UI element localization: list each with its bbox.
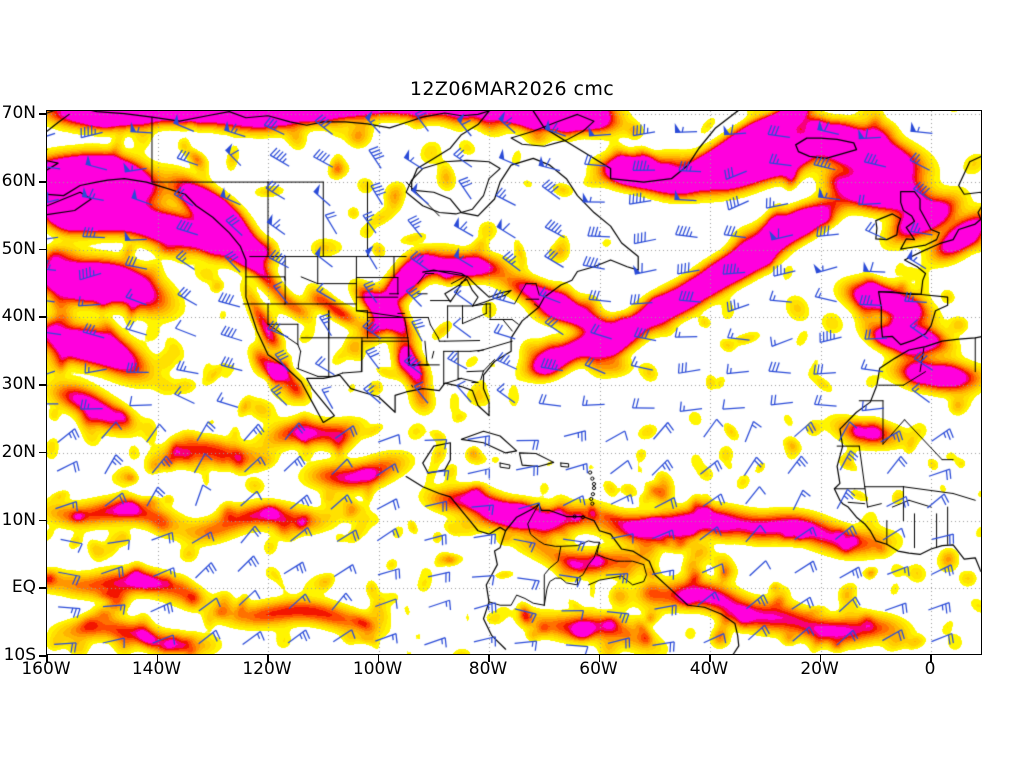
x-tick-label-160W: 160W — [21, 659, 71, 679]
y-tick-label-10S: 10S — [3, 645, 36, 665]
y-tick-label-70N: 70N — [1, 103, 36, 124]
y-tick-mark — [39, 519, 46, 522]
y-tick-label-40N: 40N — [1, 306, 36, 327]
x-tick-label-40W: 40W — [689, 659, 729, 679]
x-tick-mark — [930, 655, 932, 662]
x-tick-mark — [156, 655, 158, 662]
y-tick-mark — [39, 113, 46, 115]
x-tick-label-60W: 60W — [579, 659, 618, 679]
x-tick-mark — [488, 655, 490, 662]
y-tick-label-20N: 20N — [1, 441, 36, 462]
y-tick-mark — [39, 384, 46, 386]
x-tick-label-20W: 20W — [800, 659, 839, 679]
x-tick-mark — [267, 655, 269, 662]
y-tick-label-EQ: EQ — [11, 577, 36, 598]
y-tick-mark — [39, 181, 46, 183]
x-tick-label-80W: 80W — [468, 659, 508, 679]
vorticity-wind-map-canvas — [47, 111, 981, 654]
x-tick-mark — [819, 655, 822, 662]
y-tick-mark — [39, 316, 46, 318]
y-tick-label-10N: 10N — [1, 509, 36, 530]
x-tick-label-0: 0 — [924, 659, 936, 679]
x-tick-label-120W: 120W — [242, 659, 292, 679]
x-tick-label-100W: 100W — [352, 659, 403, 679]
title-line-model: 12Z06MAR2026 cmc — [409, 78, 615, 100]
y-tick-mark — [39, 587, 46, 589]
map-plot-area — [46, 110, 982, 655]
x-tick-mark — [709, 655, 711, 662]
y-tick-label-60N: 60N — [1, 171, 36, 192]
y-tick-label-30N: 30N — [1, 374, 36, 395]
x-tick-mark — [46, 655, 48, 662]
y-tick-mark — [39, 248, 46, 251]
y-tick-label-50N: 50N — [1, 238, 36, 259]
y-tick-mark — [39, 655, 46, 657]
x-tick-mark — [598, 655, 601, 662]
x-tick-mark — [377, 655, 380, 662]
y-tick-mark — [39, 451, 46, 454]
x-tick-label-140W: 140W — [131, 659, 182, 679]
